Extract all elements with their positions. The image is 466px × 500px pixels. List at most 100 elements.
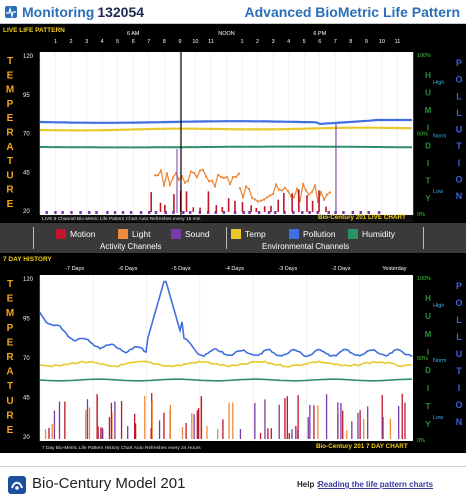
temperature-line [39, 126, 412, 132]
activity-history-bar [53, 410, 56, 439]
history-panel-title: 7 DAY HISTORY [3, 256, 52, 263]
light-point [311, 190, 313, 193]
pollution-axis-letter: U [456, 349, 463, 359]
activity-history-bar [325, 394, 328, 439]
page-title: Advanced BioMetric Life Pattern [244, 4, 461, 20]
sound-mark [351, 211, 355, 214]
light-point [278, 188, 280, 191]
humidity-axis-letter: I [427, 124, 429, 133]
humidity-axis-letter: D [425, 141, 431, 150]
hour-label: 1 [241, 39, 244, 45]
motion-bar [185, 191, 188, 212]
y-right-level: High [433, 80, 444, 86]
legend-swatch [56, 229, 66, 239]
help-label: Help : [297, 480, 320, 489]
temperature-axis-letter: T [7, 279, 13, 290]
pollution-axis-letter: L [456, 108, 462, 118]
humidity-history-line [39, 378, 412, 382]
monitor-id: 132054 [97, 4, 145, 20]
activity-history-bar [367, 406, 369, 439]
channel-legend: Motion Light Sound Temp Pollution Humidity Ac… [0, 223, 466, 253]
motion-bar [270, 205, 272, 212]
pollution-axis-letter: L [456, 91, 462, 101]
activity-history-bar [144, 395, 146, 439]
light-point [269, 194, 271, 197]
light-point [284, 186, 286, 189]
day-label: Yesterday [382, 266, 407, 272]
activity-history-bar [206, 426, 208, 439]
light-point [166, 172, 168, 175]
legend-swatch [171, 229, 181, 239]
activity-history-bar [58, 401, 61, 439]
activity-history-bar [291, 429, 293, 439]
activity-history-bar [309, 404, 311, 439]
page-footer: Bio-Century Model 201 Help : Reading the… [0, 466, 466, 500]
sound-mark [139, 211, 143, 214]
sound-mark [214, 211, 218, 214]
legend-bracket-middle [226, 227, 227, 249]
activity-history-bar [359, 410, 361, 439]
sound-mark [242, 211, 245, 214]
pollution-axis-letter: P [456, 281, 462, 291]
light-point [275, 183, 277, 186]
activity-history-bar [197, 408, 200, 439]
activity-history-bar [181, 427, 184, 439]
pollution-history-line [39, 280, 413, 358]
sound-mark [95, 211, 98, 214]
light-point [181, 175, 183, 178]
activity-group-label: Activity Channels [100, 242, 162, 251]
sound-mark [257, 211, 261, 214]
hour-label: 6 [318, 39, 321, 45]
activity-history-bar [295, 425, 297, 439]
activity-history-bar [85, 409, 87, 439]
app-header: Monitoring 132054 Advanced BioMetric Life… [0, 0, 466, 24]
history-axes: -7 Days -6 Days -5 Days -4 Days -3 Days -2 Da… [6, 266, 463, 451]
hour-label: 4 [101, 39, 104, 45]
activity-history-bar [381, 395, 383, 439]
light-point [199, 169, 201, 172]
light-point [296, 187, 298, 190]
activity-history-bar [127, 425, 129, 439]
activity-history-bar [317, 405, 319, 439]
history-chart-badge: Bio-Century 201 7 DAY CHART [316, 443, 408, 450]
activity-history-bar [340, 402, 342, 439]
motion-bar [255, 207, 258, 212]
y-left-tick: 70 [23, 356, 30, 362]
noon-marker: NOON [218, 31, 235, 37]
activity-history-bar [254, 402, 256, 439]
activity-history-bar [120, 401, 123, 439]
light-point [223, 176, 225, 179]
app-title: Monitoring 132054 [22, 4, 144, 20]
legend-label: Pollution [303, 229, 336, 239]
activity-history-bar [96, 394, 98, 439]
light-point [160, 169, 162, 172]
sound-mark [106, 211, 109, 214]
activity-history-bar [346, 430, 348, 439]
activity-history-bar [382, 416, 384, 439]
live-chart-panel: LIVE LIFE PATTERN 1 2 3 4 5 6 7 8 9 10 11 1 2 3 4 5 6 7 8 9… [0, 24, 466, 223]
live-refresh-note: LIVE 6 Channel Bio-Metric Life Pattern C… [42, 216, 201, 222]
light-point [299, 200, 301, 203]
humidity-axis-letter: H [425, 71, 431, 80]
help-link[interactable]: Reading the life pattern charts [318, 480, 434, 489]
activity-history-bar [351, 421, 353, 439]
hour-label: 7 [147, 39, 150, 45]
activity-history-bar [200, 396, 202, 439]
legend-label: Humidity [362, 229, 396, 239]
y-right-percent: 0% [417, 438, 425, 444]
sound-mark [88, 211, 91, 214]
humidity-axis-letter: M [425, 106, 432, 115]
activity-history-bar [288, 432, 290, 439]
light-point [235, 175, 237, 178]
activity-history-bar [307, 417, 309, 439]
hour-label: 9 [365, 39, 368, 45]
sound-mark [70, 211, 73, 214]
activity-history-bar [297, 395, 299, 439]
motion-bar [277, 199, 280, 212]
y-left-tick: 120 [23, 277, 34, 283]
activity-history-bar [389, 418, 392, 439]
light-point [287, 190, 289, 193]
live-plot-layer [39, 52, 414, 222]
activity-history-bar [110, 402, 113, 439]
y-left-tick: 70 [23, 132, 30, 138]
